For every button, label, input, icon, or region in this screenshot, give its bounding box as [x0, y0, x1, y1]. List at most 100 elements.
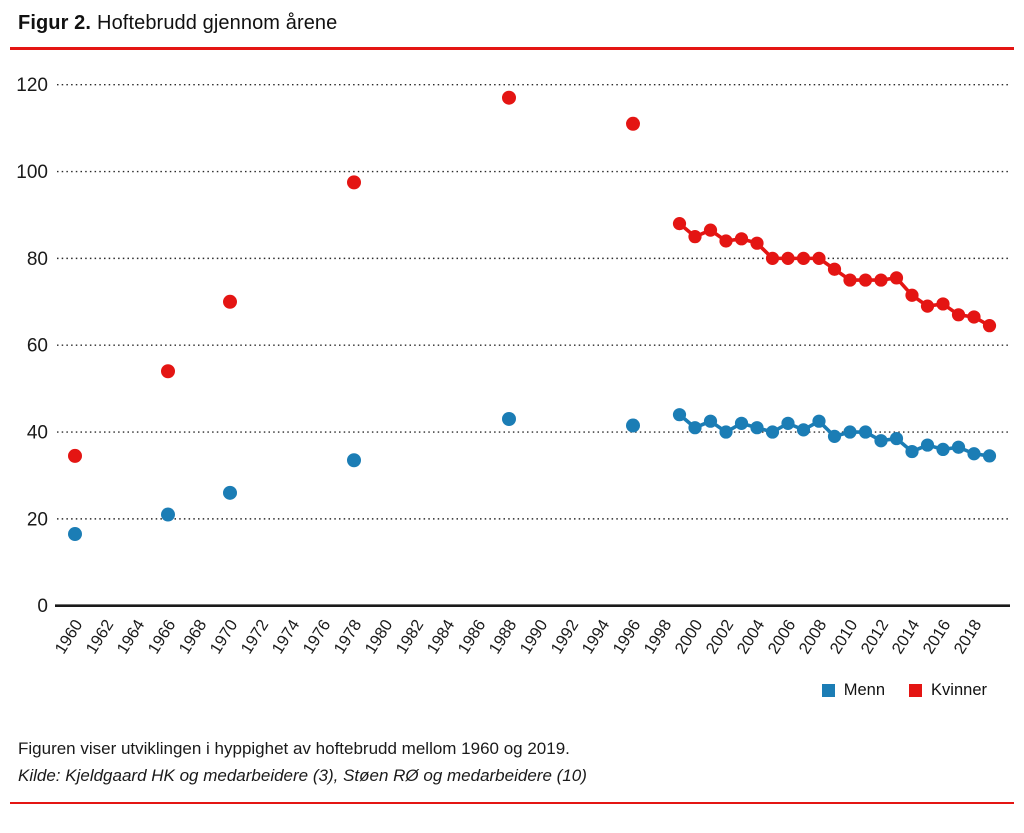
data-point-menn	[967, 446, 981, 460]
x-tick-label: 1992	[548, 616, 583, 657]
x-tick-label: 2014	[889, 616, 924, 657]
x-tick-label: 1980	[362, 616, 397, 657]
data-point-kvinner	[936, 296, 950, 311]
x-tick-label: 1968	[176, 616, 211, 657]
data-point-kvinner	[688, 229, 702, 243]
figure-title: Figur 2. Hoftebrudd gjennom årene	[18, 8, 1006, 38]
y-tick-label: 120	[16, 75, 48, 96]
data-point-menn	[889, 431, 904, 445]
x-tick-label: 1970	[207, 616, 242, 657]
y-tick-label: 80	[27, 248, 48, 269]
data-point-menn	[68, 526, 82, 541]
data-point-menn	[688, 420, 702, 434]
figure-source: Kilde: Kjeldgaard HK og medarbeidere (3)…	[18, 765, 587, 785]
x-tick-label: 2016	[920, 616, 955, 657]
x-tick-label: 2018	[951, 616, 986, 657]
data-point-menn	[874, 433, 888, 447]
data-point-menn	[936, 442, 950, 456]
data-point-kvinner	[734, 231, 749, 245]
x-tick-label: 1966	[145, 616, 180, 657]
legend-label-menn: Menn	[843, 680, 886, 699]
data-point-kvinner	[920, 299, 935, 313]
data-point-menn	[982, 448, 997, 463]
x-tick-label: 1974	[269, 616, 304, 657]
data-point-menn	[223, 485, 237, 500]
x-tick-label: 1972	[238, 616, 273, 657]
legend-item-menn: Menn	[821, 680, 886, 700]
y-tick-label: 20	[27, 509, 48, 530]
data-point-kvinner	[750, 236, 764, 250]
data-point-menn	[781, 416, 795, 430]
x-tick-label: 1988	[486, 616, 521, 657]
y-tick-label: 0	[37, 596, 48, 617]
data-point-kvinner	[951, 307, 966, 321]
x-tick-label: 1986	[455, 616, 490, 657]
data-point-kvinner	[796, 251, 811, 265]
y-tick-label: 100	[16, 162, 48, 183]
data-point-menn	[843, 424, 857, 439]
x-tick-label: 1994	[579, 616, 614, 657]
data-point-kvinner	[874, 272, 888, 287]
x-tick-label: 2008	[796, 616, 831, 657]
data-point-menn	[502, 411, 516, 426]
data-point-kvinner	[347, 174, 361, 189]
data-point-kvinner	[858, 272, 873, 287]
x-tick-label: 1964	[114, 616, 149, 657]
data-point-menn	[858, 424, 873, 439]
data-point-menn	[951, 440, 966, 454]
data-point-menn	[765, 424, 780, 439]
y-tick-label: 40	[27, 422, 48, 443]
data-point-menn	[734, 416, 749, 430]
data-point-kvinner	[68, 448, 82, 463]
data-point-kvinner	[905, 288, 919, 302]
legend-item-kvinner: Kvinner	[909, 681, 987, 700]
menn-swatch-icon	[821, 683, 835, 697]
data-point-kvinner	[967, 309, 981, 324]
data-point-menn	[161, 507, 175, 522]
data-point-kvinner	[703, 223, 718, 237]
data-point-menn	[796, 422, 811, 436]
legend-label-kvinner: Kvinner	[931, 680, 987, 699]
data-point-kvinner	[765, 251, 780, 265]
x-tick-label: 1960	[52, 616, 87, 657]
figure-title-text: Hoftebrudd gjennom årene	[97, 12, 338, 34]
data-point-kvinner	[502, 90, 516, 105]
x-tick-label: 1990	[517, 616, 552, 657]
top-red-rule	[10, 47, 1014, 50]
x-tick-label: 1978	[331, 616, 366, 657]
bottom-red-rule	[10, 801, 1014, 804]
x-tick-label: 1984	[424, 616, 459, 657]
x-tick-label: 2006	[765, 616, 800, 657]
data-point-kvinner	[982, 318, 997, 332]
data-point-kvinner	[161, 363, 175, 378]
chart-canvas: 0204060801001201960196219641966196819701…	[16, 75, 1010, 657]
data-point-kvinner	[626, 116, 640, 131]
figure-caption: Figuren viser utviklingen i hyppighet av…	[18, 738, 570, 758]
data-point-kvinner	[672, 216, 687, 230]
kvinner-swatch-icon	[909, 683, 923, 697]
data-point-menn	[672, 407, 687, 421]
data-point-menn	[347, 452, 361, 467]
data-point-kvinner	[843, 272, 857, 287]
x-tick-label: 1976	[300, 616, 335, 657]
data-point-kvinner	[223, 294, 237, 309]
y-tick-label: 60	[27, 335, 48, 356]
x-tick-label: 1996	[610, 616, 645, 657]
data-point-kvinner	[827, 262, 842, 276]
x-tick-label: 1998	[641, 616, 676, 657]
data-point-kvinner	[812, 251, 826, 265]
figure-number-label: Figur 2.	[18, 12, 92, 34]
x-tick-label: 1982	[393, 616, 428, 657]
data-point-menn	[719, 424, 733, 439]
data-point-menn	[703, 414, 718, 428]
x-tick-label: 2000	[672, 616, 707, 657]
chart-legend: Menn Kvinner	[0, 680, 1024, 700]
data-point-kvinner	[889, 270, 904, 285]
data-point-menn	[812, 414, 826, 428]
data-point-menn	[905, 444, 919, 458]
data-point-menn	[750, 420, 764, 434]
x-tick-label: 1962	[83, 616, 118, 657]
x-tick-label: 2004	[734, 616, 769, 657]
data-point-menn	[626, 418, 640, 433]
data-point-menn	[827, 429, 842, 443]
